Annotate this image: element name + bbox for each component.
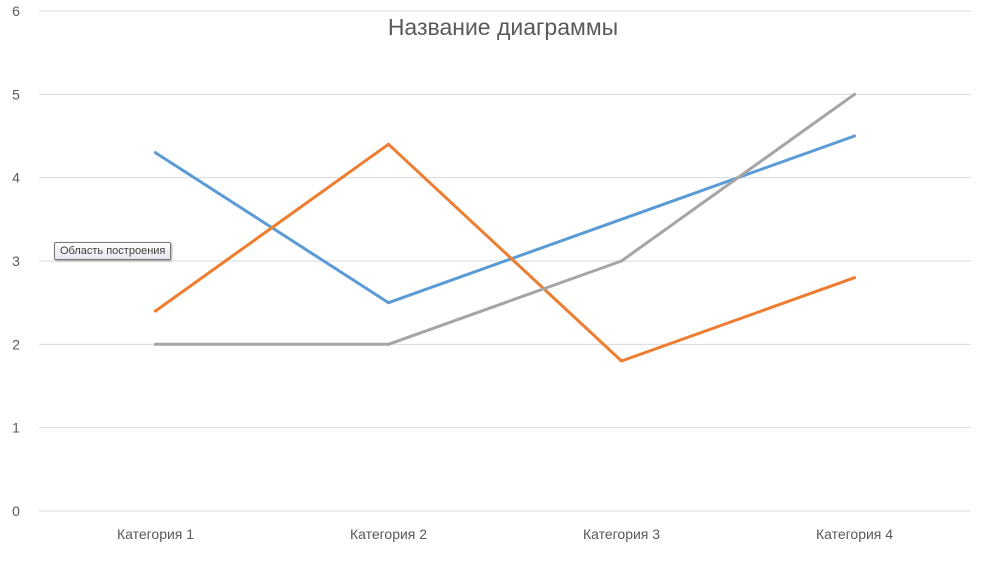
data-point[interactable] <box>154 342 157 346</box>
chart-title[interactable]: Название диаграммы <box>387 14 619 40</box>
data-point[interactable] <box>620 217 623 221</box>
data-point[interactable] <box>853 276 856 280</box>
data-point[interactable] <box>853 134 856 138</box>
data-point[interactable] <box>154 309 157 313</box>
data-point[interactable] <box>154 151 157 155</box>
x-tick-label: Категория 2 <box>350 526 427 542</box>
data-point[interactable] <box>620 359 623 363</box>
series-line-2[interactable] <box>154 142 856 363</box>
x-tick-label: Категория 3 <box>583 526 660 542</box>
y-tick-label: 5 <box>12 86 20 102</box>
y-tick-label: 6 <box>12 3 20 19</box>
data-point[interactable] <box>387 142 390 146</box>
data-point[interactable] <box>387 342 390 346</box>
y-tick-label: 2 <box>12 336 20 352</box>
series-line-3[interactable] <box>154 92 856 346</box>
plot-area-tooltip: Область построения <box>54 242 172 260</box>
data-point[interactable] <box>620 259 623 263</box>
series-lines <box>154 92 856 363</box>
y-tick-label: 3 <box>12 253 20 269</box>
y-tick-label: 0 <box>12 503 20 519</box>
x-axis-ticks: Категория 1 Категория 2 Категория 3 Категор… <box>117 526 893 542</box>
y-tick-label: 1 <box>12 420 20 436</box>
data-point[interactable] <box>387 301 390 305</box>
y-axis-ticks: 0 1 2 3 4 5 6 <box>12 3 20 519</box>
x-tick-label: Категория 4 <box>816 526 893 542</box>
y-tick-label: 4 <box>12 170 20 186</box>
x-tick-label: Категория 1 <box>117 526 194 542</box>
data-point[interactable] <box>853 92 856 96</box>
series-line-1[interactable] <box>154 134 856 305</box>
